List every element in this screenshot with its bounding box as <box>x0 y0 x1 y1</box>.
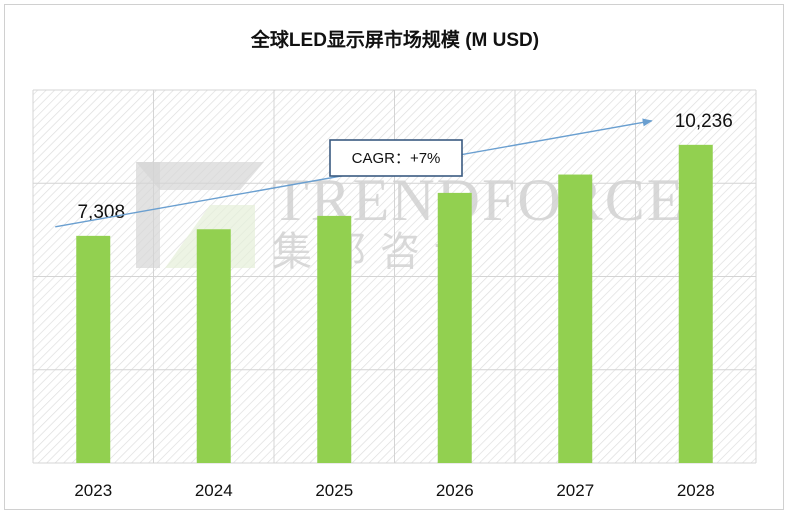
data-label-2023: 7,308 <box>77 202 125 223</box>
bar-2025 <box>317 215 352 463</box>
x-tick-label: 2023 <box>74 481 112 500</box>
x-tick-label: 2027 <box>556 481 594 500</box>
gridlines <box>32 89 757 464</box>
bar-2028 <box>678 144 713 463</box>
bar-2023 <box>76 235 111 463</box>
bars <box>76 144 713 463</box>
x-tick-label: 2026 <box>436 481 474 500</box>
cagr-text: CAGR：+7% <box>352 150 441 167</box>
x-axis-ticks: 2023 2024 2025 2026 2027 2028 <box>74 481 714 500</box>
x-tick-label: 2024 <box>195 481 233 500</box>
cagr-trend: CAGR：+7% <box>55 118 653 228</box>
x-tick-label: 2025 <box>315 481 353 500</box>
bar-2024 <box>196 229 231 463</box>
x-tick-label: 2028 <box>677 481 715 500</box>
bar-2026 <box>437 192 472 463</box>
data-labels: 7,308 10,236 <box>77 111 732 223</box>
cagr-callout <box>329 139 463 177</box>
data-label-2028: 10,236 <box>675 111 733 132</box>
chart-title: 全球LED显示屏市场规模 (M USD) <box>250 30 540 51</box>
bar-2027 <box>558 174 593 463</box>
